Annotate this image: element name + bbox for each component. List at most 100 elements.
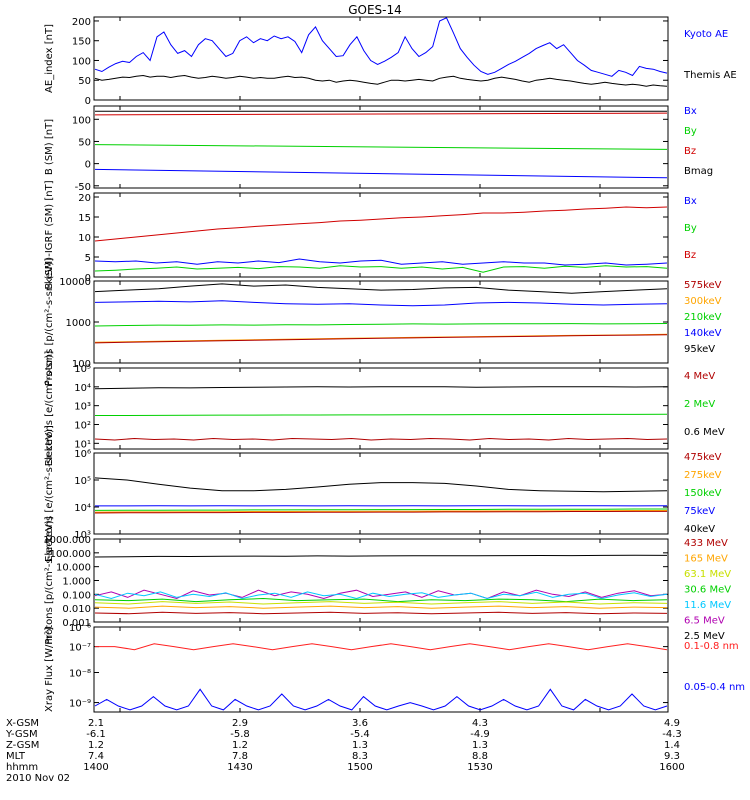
panel-xray: 10⁻⁹ 10⁻⁸ 10⁻⁷ 10⁻⁶ Xray Flux [W/m²] 0.1-0.8 … [44, 623, 745, 713]
y-tick-label: 0.010 [62, 604, 91, 615]
ephem-value: 9.3 [664, 751, 680, 762]
legend-entry: 2 MeV [684, 399, 715, 410]
legend-entry: 210keV [684, 312, 722, 323]
y-tick-label: 0 [85, 273, 91, 284]
ephem-value: 1530 [467, 762, 492, 773]
ephem-value: -4.3 [662, 729, 682, 740]
series-line-4-mev [94, 437, 668, 441]
series-line-63-1-mev [94, 601, 668, 605]
ephem-row-label: Y-GSM [5, 729, 38, 740]
legend-entry: 63.1 MeV [684, 569, 731, 580]
legend-entry: 433 MeV [684, 538, 728, 549]
y-axis-label: Electrons [e/(cm²-s-sr)] [44, 351, 55, 467]
series-line-433-mev [94, 611, 668, 615]
legend-entry: By [684, 126, 697, 137]
series-line-0-6-mev [94, 386, 668, 390]
y-tick-label: 15 [78, 213, 91, 224]
y-axis-label: B (SM) [nT] [44, 119, 55, 175]
ephem-value: 1500 [347, 762, 372, 773]
series-line-0-1-0-8-nm [95, 643, 668, 651]
series-line-210kev [94, 323, 668, 327]
y-tick-label: 0 [85, 96, 91, 107]
legend-entry: 150keV [684, 488, 722, 499]
panel-ae: 0 50 100 150 200 AE_index [nT] Kyoto AE Themis … [44, 16, 737, 107]
ephem-value: -5.4 [350, 729, 370, 740]
ephem-value: 3.6 [352, 718, 368, 729]
legend-entry: 300keV [684, 296, 722, 307]
legend-entry: 475keV [684, 452, 722, 463]
panel-electrons_mev: 10¹ 10² 10³ 10⁴ 10⁵ Electrons [e/(cm²-s-sr)] 4… [44, 351, 725, 467]
y-tick-label: 150 [72, 37, 91, 48]
ephem-value: -5.8 [230, 729, 250, 740]
panel-electrons_kev: 10³ 10⁴ 10⁵ 10⁶ Electrons [e/(cm²-s-sr-keV)]… [44, 425, 722, 562]
series-line-40kev [94, 477, 668, 493]
y-tick-label: 10⁴ [74, 383, 91, 394]
ephem-value: 1430 [227, 762, 252, 773]
panel-protons_low: 100 1000 10000 Protons [p/(cm²-s-sr-keV)] 57… [44, 258, 722, 386]
y-tick-label: 10⁻⁷ [69, 643, 91, 654]
ephem-value: -6.1 [86, 729, 106, 740]
legend-entry: 140keV [684, 328, 722, 339]
plot-frame [93, 367, 669, 450]
ephem-value: 1.2 [88, 740, 104, 751]
ephem-value: 4.9 [664, 718, 680, 729]
series-line-0-05-0-4-nm [94, 688, 668, 711]
legend-entry: 11.6 MeV [684, 600, 731, 611]
legend-entry: 0.6 MeV [684, 427, 725, 438]
y-tick-label: 10 [78, 233, 91, 244]
series-line-by [94, 265, 668, 273]
series-line-themis-ae [94, 74, 668, 87]
y-tick-label: 100 [72, 115, 91, 126]
legend-entry: Themis AE [683, 70, 737, 81]
y-tick-label: 1.000 [62, 577, 91, 588]
plot-frame [93, 452, 669, 535]
series-line-by [94, 144, 668, 150]
ephem-value: 8.3 [352, 751, 368, 762]
plot-frame [93, 626, 669, 713]
legend-entry: 165 MeV [684, 554, 728, 565]
series-line-bx [94, 168, 668, 179]
legend-entry: 95keV [684, 344, 715, 355]
y-tick-label: 0.001 [62, 618, 91, 629]
series-line-11-6-mev [94, 591, 668, 600]
series-line-475kev [94, 510, 667, 514]
ephem-value: 8.8 [472, 751, 488, 762]
y-tick-label: 10³ [74, 530, 91, 541]
y-tick-label: 50 [78, 76, 91, 87]
series-line-575kev [94, 334, 668, 344]
ephem-value: 1.2 [232, 740, 248, 751]
legend-entry: 75keV [684, 506, 715, 517]
series-line-30-6-mev [94, 597, 668, 603]
legend-entry: 30.6 MeV [684, 585, 731, 596]
ephem-value: -4.9 [470, 729, 490, 740]
plot-frame [93, 192, 669, 278]
panel-bsm: -50 0 50 100 B (SM) [nT] Bx By Bz Bmag [44, 105, 713, 193]
series-line-2-mev [95, 413, 668, 416]
y-tick-label: 10⁻⁸ [69, 668, 91, 679]
y-axis-label: B (SM)-IGRF (SM) [nT] [44, 180, 55, 289]
y-tick-label: 10¹ [74, 439, 91, 450]
y-tick-label: 100 [72, 56, 91, 67]
ephem-value: 7.4 [88, 751, 104, 762]
series-line-6-5-mev [94, 589, 668, 600]
y-tick-label: 10² [74, 420, 91, 431]
ephem-row-label: X-GSM [6, 718, 39, 729]
legend-entry: Bz [684, 146, 696, 157]
y-tick-label: 10³ [74, 402, 91, 413]
legend-entry: 2.5 MeV [684, 631, 725, 642]
ephem-value: 4.3 [472, 718, 488, 729]
y-tick-label: 10⁻⁹ [69, 699, 91, 710]
y-tick-label: 50 [78, 137, 91, 148]
legend-entry: Bmag [684, 166, 713, 177]
ephem-row-label: MLT [6, 751, 26, 762]
ephem-value: 7.8 [232, 751, 248, 762]
figure-title: GOES-14 [348, 3, 402, 17]
ephem-value: 2.9 [232, 718, 248, 729]
ephem-row-label: Z-GSM [6, 740, 39, 751]
panel-protons_mev: 0.001 0.010 0.100 1.000 10.000 100.000 1000.00… [43, 516, 731, 644]
legend-entry: 6.5 MeV [684, 616, 725, 627]
legend-entry: Bx [684, 196, 697, 207]
